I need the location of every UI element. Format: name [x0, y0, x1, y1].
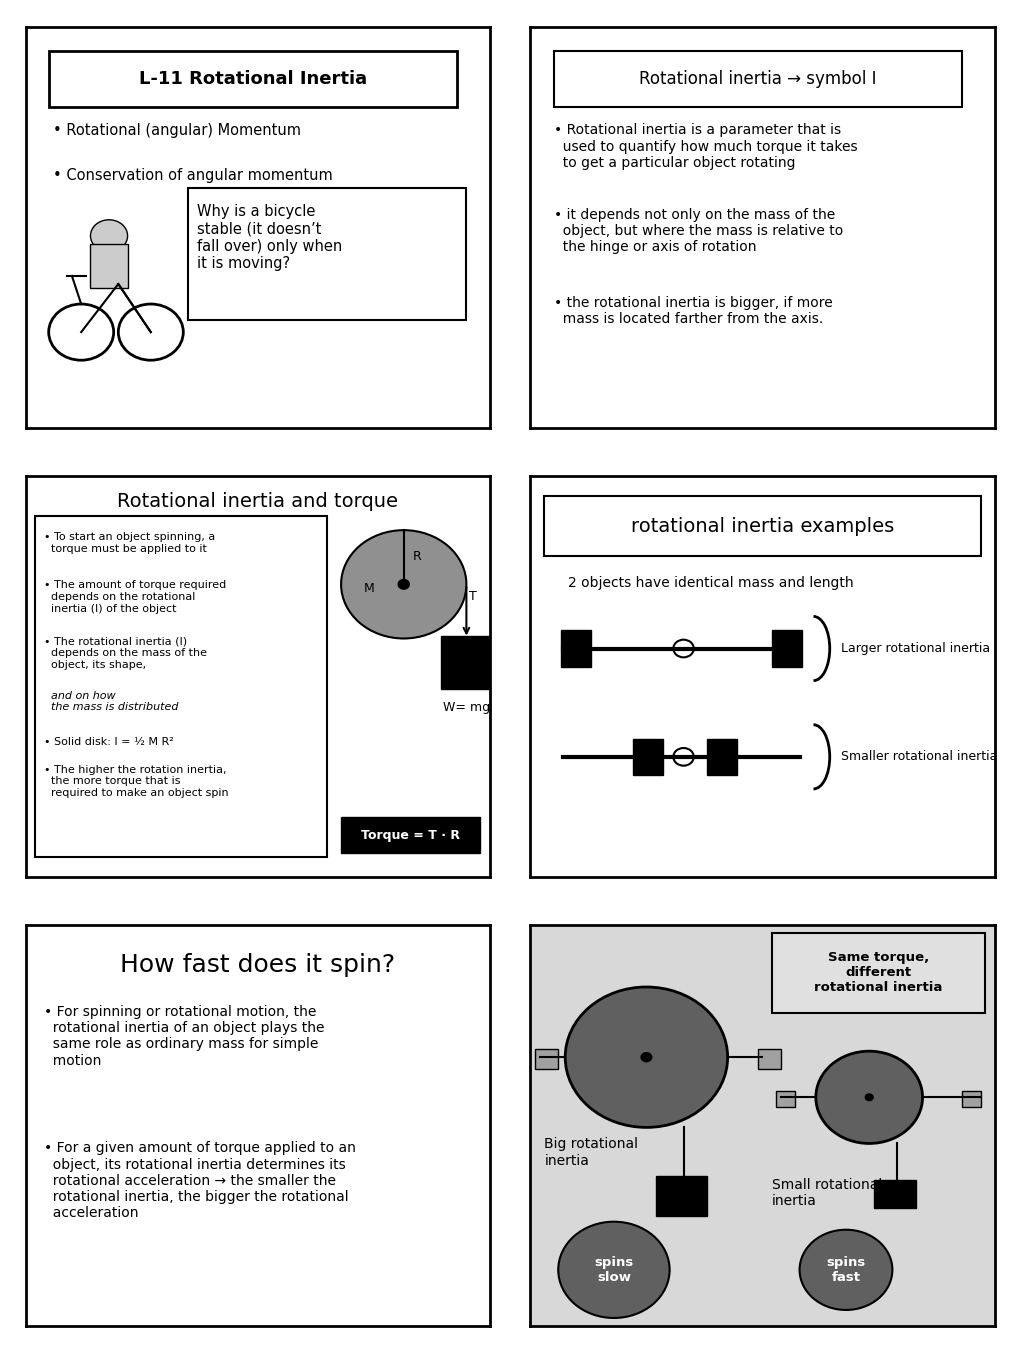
Text: How fast does it spin?: How fast does it spin? — [120, 953, 394, 976]
Text: Rotational inertia → symbol I: Rotational inertia → symbol I — [639, 71, 875, 88]
Text: M: M — [363, 582, 374, 594]
Text: L-11 Rotational Inertia: L-11 Rotational Inertia — [139, 71, 367, 88]
Text: • Solid disk: I = ½ M R²: • Solid disk: I = ½ M R² — [44, 737, 173, 747]
Text: • Rotational (angular) Momentum: • Rotational (angular) Momentum — [53, 124, 301, 139]
Text: • Rotational inertia is a parameter that is
  used to quantify how much torque i: • Rotational inertia is a parameter that… — [553, 124, 856, 170]
FancyBboxPatch shape — [35, 517, 327, 857]
Text: • For spinning or rotational motion, the
  rotational inertia of an object plays: • For spinning or rotational motion, the… — [44, 1005, 324, 1068]
FancyBboxPatch shape — [553, 52, 961, 107]
Text: T: T — [469, 590, 477, 602]
Text: R: R — [413, 549, 422, 563]
Text: • The rotational inertia (I)
  depends on the mass of the
  object, its shape,: • The rotational inertia (I) depends on … — [44, 636, 207, 669]
Text: W= mg: W= mg — [442, 700, 489, 714]
Bar — [91, 243, 127, 288]
Bar — [655, 1175, 706, 1216]
Circle shape — [565, 987, 727, 1127]
Text: Smaller rotational inertia: Smaller rotational inertia — [841, 751, 997, 763]
Text: Same torque,
different
rotational inertia: Same torque, different rotational inerti… — [813, 952, 942, 994]
Text: spins
slow: spins slow — [594, 1255, 633, 1284]
Bar — [632, 738, 662, 775]
Circle shape — [640, 1053, 652, 1062]
Circle shape — [340, 530, 466, 638]
Bar — [706, 738, 736, 775]
Text: Small rotational
inertia: Small rotational inertia — [771, 1178, 881, 1208]
Text: Torque = T · R: Torque = T · R — [361, 828, 460, 842]
Circle shape — [815, 1051, 921, 1144]
Circle shape — [864, 1093, 873, 1102]
Circle shape — [557, 1221, 669, 1318]
Bar — [873, 1179, 915, 1208]
Text: • For a given amount of torque applied to an
  object, its rotational inertia de: • For a given amount of torque applied t… — [44, 1141, 356, 1220]
Bar — [771, 631, 801, 666]
Bar — [560, 631, 590, 666]
Text: • The higher the rotation inertia,
  the more torque that is
  required to make : • The higher the rotation inertia, the m… — [44, 764, 228, 798]
Text: and on how
  the mass is distributed: and on how the mass is distributed — [44, 691, 178, 713]
FancyBboxPatch shape — [187, 188, 466, 320]
Text: • To start an object spinning, a
  torque must be applied to it: • To start an object spinning, a torque … — [44, 532, 215, 554]
Circle shape — [673, 748, 693, 766]
Text: 2 objects have identical mass and length: 2 objects have identical mass and length — [567, 577, 852, 590]
Text: Larger rotational inertia: Larger rotational inertia — [841, 642, 989, 656]
Circle shape — [91, 220, 127, 252]
Text: • the rotational inertia is bigger, if more
  mass is located farther from the a: • the rotational inertia is bigger, if m… — [553, 296, 832, 326]
Text: Why is a bicycle
stable (it doesn’t
fall over) only when
it is moving?: Why is a bicycle stable (it doesn’t fall… — [197, 204, 342, 271]
FancyBboxPatch shape — [771, 933, 984, 1013]
Bar — [961, 1091, 979, 1107]
Text: • it depends not only on the mass of the
  object, but where the mass is relativ: • it depends not only on the mass of the… — [553, 208, 842, 254]
Bar — [440, 636, 491, 688]
Text: spins
fast: spins fast — [825, 1255, 865, 1284]
FancyBboxPatch shape — [49, 52, 457, 107]
Text: • The amount of torque required
  depends on the rotational
  inertia (I) of the: • The amount of torque required depends … — [44, 581, 226, 613]
Circle shape — [799, 1229, 892, 1310]
Text: Big rotational
inertia: Big rotational inertia — [544, 1137, 638, 1168]
Bar — [757, 1049, 781, 1069]
FancyBboxPatch shape — [544, 496, 979, 556]
Bar — [775, 1091, 794, 1107]
Bar — [340, 817, 480, 853]
Text: Rotational inertia and torque: Rotational inertia and torque — [117, 492, 397, 511]
Circle shape — [673, 639, 693, 657]
Text: • Conservation of angular momentum: • Conservation of angular momentum — [53, 167, 333, 182]
Text: rotational inertia examples: rotational inertia examples — [630, 517, 894, 536]
Circle shape — [397, 579, 409, 589]
Bar — [535, 1049, 557, 1069]
